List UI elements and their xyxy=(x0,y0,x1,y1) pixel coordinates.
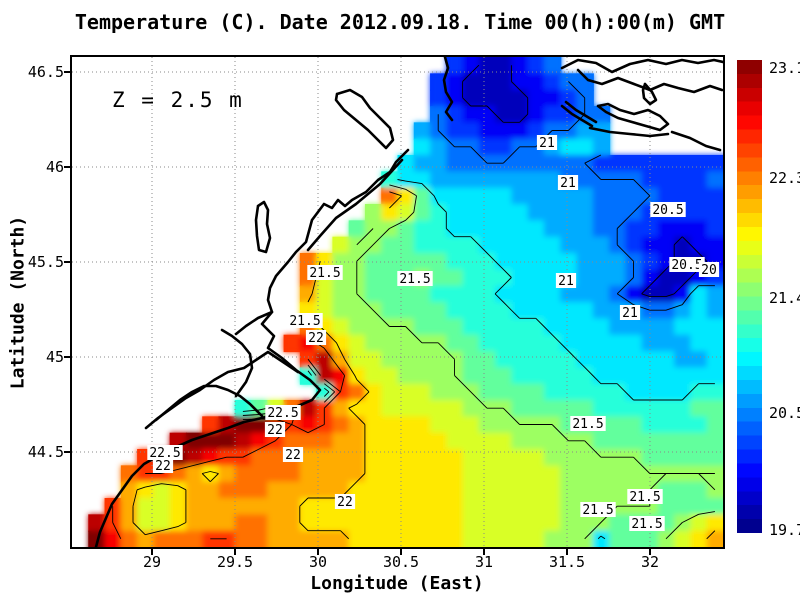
contour-label: 20.5 xyxy=(652,203,683,218)
contour-label: 20 xyxy=(701,263,717,278)
heatmap-cells-smooth xyxy=(88,57,723,547)
contour-label-box xyxy=(265,405,301,420)
coastline-path xyxy=(154,384,264,422)
x-tick-mark xyxy=(483,549,485,555)
coastline-path xyxy=(596,102,670,132)
contour-label: 22 xyxy=(155,459,171,474)
x-tick-mark xyxy=(566,549,568,555)
contour-label: 21.5 xyxy=(629,490,660,505)
x-tick-label: 31.5 xyxy=(548,553,586,571)
contour-label-box xyxy=(555,273,577,288)
contour-label: 21.5 xyxy=(582,503,613,518)
contour-level-22 xyxy=(132,191,716,540)
contour-label: 21 xyxy=(558,274,574,289)
contour-label: 22 xyxy=(267,423,283,438)
y-tick-label: 44.5 xyxy=(27,443,64,461)
colorbar-tick-label: 22.3 xyxy=(769,169,800,188)
coastline-path xyxy=(560,58,723,74)
contour-label-box xyxy=(650,202,686,217)
colorbar-tick-label: 19.7 xyxy=(769,521,800,540)
y-tick-label: 46 xyxy=(45,158,64,176)
contour-label-box xyxy=(570,416,606,431)
coastline-path xyxy=(306,158,404,252)
contour-label-box xyxy=(627,489,663,504)
contour-level-21 xyxy=(397,179,715,540)
contour-label-box xyxy=(669,257,705,272)
contour-label-box xyxy=(619,305,641,320)
coastline-path xyxy=(670,130,722,152)
contour-label-box xyxy=(334,494,356,509)
contour-label: 22 xyxy=(337,495,353,510)
depth-annotation: Z = 2.5 m xyxy=(112,88,244,112)
contour-label: 20.5 xyxy=(671,258,702,273)
contour-label-box xyxy=(629,516,665,531)
x-tick-mark xyxy=(317,549,319,555)
contour-lines xyxy=(112,64,716,540)
x-tick-label: 29.5 xyxy=(216,553,254,571)
coastline-path xyxy=(334,88,395,150)
contour-label: 21.5 xyxy=(399,272,430,287)
contour-label-box xyxy=(698,262,720,277)
coastline-path xyxy=(641,82,658,106)
contour-label-box xyxy=(264,422,286,437)
contour-label-box xyxy=(307,265,343,280)
x-tick-label: 32 xyxy=(640,553,660,571)
coastline-path xyxy=(560,104,594,128)
y-tick-mark xyxy=(64,261,70,263)
x-tick-label: 31 xyxy=(474,553,494,571)
x-axis-label: Longitude (East) xyxy=(310,573,484,594)
y-axis-label: Latitude (North) xyxy=(7,215,29,390)
contour-label-box xyxy=(580,502,616,517)
coastline-path xyxy=(254,200,272,254)
coastline-path xyxy=(234,310,274,336)
coastline-path xyxy=(588,126,670,138)
y-tick-label: 45 xyxy=(45,348,64,366)
contour-label: 21 xyxy=(539,136,555,151)
contour-label-box xyxy=(536,135,558,150)
y-tick-label: 45.5 xyxy=(27,253,64,271)
coastline-path xyxy=(442,57,454,122)
y-tick-label: 46.5 xyxy=(27,63,64,81)
contour-label: 21 xyxy=(560,176,576,191)
contour-label: 21.5 xyxy=(631,517,662,532)
y-tick-mark xyxy=(64,71,70,73)
x-tick-label: 30.5 xyxy=(382,553,420,571)
contour-label: 22 xyxy=(285,448,301,463)
contour-label: 21 xyxy=(622,306,638,321)
contour-label-box xyxy=(557,175,579,190)
x-tick-mark xyxy=(234,549,236,555)
contour-label: 22 xyxy=(308,331,324,346)
y-tick-mark xyxy=(64,166,70,168)
contour-label-box xyxy=(305,330,327,345)
colorbar-tick-label: 21.4 xyxy=(769,288,800,307)
colorbar xyxy=(737,60,762,533)
colorbar-tick-label: 20.5 xyxy=(769,404,800,423)
coastline-path xyxy=(220,328,254,398)
contour-label-box xyxy=(287,313,323,328)
coastline-path xyxy=(564,100,598,124)
contour-label: 22.5 xyxy=(267,406,298,421)
contour-label: 21.5 xyxy=(289,314,320,329)
y-tick-mark xyxy=(64,356,70,358)
x-tick-mark xyxy=(649,549,651,555)
page-title: Temperature (C). Date 2012.09.18. Time 0… xyxy=(74,10,726,34)
contour-label-box xyxy=(397,271,433,286)
x-tick-label: 30 xyxy=(308,553,328,571)
colorbar-tick-label: 23.1 xyxy=(769,59,800,78)
contour-label-box xyxy=(282,447,304,462)
contour-label: 21.5 xyxy=(309,266,340,281)
contour-label: 22.5 xyxy=(149,446,180,461)
x-tick-label: 29 xyxy=(142,553,162,571)
contour-label-box xyxy=(147,445,183,460)
x-tick-mark xyxy=(151,549,153,555)
contour-label: 21.5 xyxy=(572,417,603,432)
y-tick-mark xyxy=(64,451,70,453)
contour-label-box xyxy=(152,458,174,473)
x-tick-mark xyxy=(400,549,402,555)
map-plot-area: 21 21 20.5 20.5 20 21.5 21 21.5 21.5 22 21 22.5 22 22… xyxy=(70,55,725,549)
